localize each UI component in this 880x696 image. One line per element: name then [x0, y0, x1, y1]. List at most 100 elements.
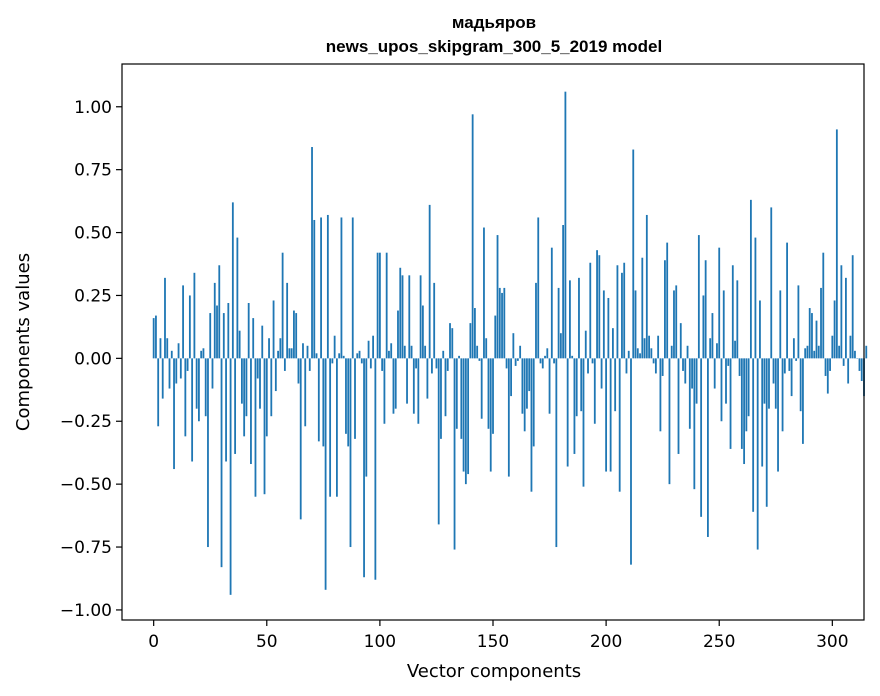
bar: [790, 358, 793, 397]
bar: [501, 292, 503, 359]
bar: [666, 242, 669, 359]
bar: [537, 217, 540, 359]
bar: [369, 358, 372, 369]
bar: [616, 265, 619, 359]
bar: [336, 358, 338, 497]
bar: [507, 358, 510, 477]
bar: [250, 358, 252, 465]
bar: [849, 335, 852, 359]
bar: [713, 358, 716, 389]
bar: [707, 358, 709, 537]
bar: [408, 275, 411, 359]
bar: [313, 219, 316, 359]
bar: [820, 287, 822, 359]
bar: [553, 358, 555, 364]
bar: [854, 350, 856, 359]
bar: [261, 325, 264, 359]
bar: [627, 350, 630, 359]
bar: [376, 252, 379, 359]
bar: [546, 348, 549, 359]
bar: [442, 350, 445, 359]
bar: [451, 328, 454, 359]
bar: [345, 358, 347, 434]
bar: [770, 207, 773, 359]
bar: [446, 358, 449, 371]
bar: [415, 358, 417, 369]
bar: [519, 345, 522, 359]
bar: [618, 358, 621, 492]
bar: [596, 250, 598, 359]
bar: [164, 277, 166, 359]
y-tick-label: 0.50: [74, 224, 112, 244]
bar: [381, 358, 384, 371]
bar: [272, 300, 275, 359]
bar: [528, 358, 531, 392]
bar: [573, 358, 576, 454]
bar: [476, 345, 479, 359]
bar: [636, 348, 639, 359]
bar: [514, 358, 517, 366]
bar: [521, 358, 524, 414]
bar: [297, 358, 300, 384]
bar: [539, 358, 542, 364]
bar: [559, 333, 562, 359]
bar: [749, 199, 752, 359]
bar: [247, 303, 250, 359]
bar: [734, 340, 736, 359]
bar: [544, 355, 546, 359]
bar: [804, 348, 807, 359]
y-tick-label: 0.75: [74, 161, 112, 181]
bar: [220, 358, 223, 568]
bar: [256, 358, 259, 379]
bar: [155, 315, 157, 359]
bar: [829, 358, 831, 371]
bar: [474, 308, 476, 359]
bar: [611, 328, 614, 359]
bar: [716, 343, 718, 359]
bar: [747, 358, 750, 417]
bar: [654, 358, 657, 374]
bar: [584, 330, 587, 359]
bar: [630, 358, 632, 565]
bar: [578, 277, 580, 359]
bar: [397, 310, 399, 359]
bar: [435, 358, 438, 369]
bar: [795, 358, 798, 361]
bar: [412, 358, 415, 414]
bar: [731, 265, 734, 359]
bar: [765, 358, 768, 507]
bar: [458, 355, 460, 359]
bar: [259, 358, 261, 409]
bar: [822, 252, 825, 359]
bar: [281, 252, 284, 359]
x-tick-label: 300: [816, 632, 848, 652]
bar: [268, 338, 270, 359]
x-tick-label: 100: [364, 632, 396, 652]
bar: [772, 358, 775, 384]
bar: [779, 290, 782, 359]
bar: [505, 358, 508, 369]
bar: [216, 305, 218, 359]
bar: [555, 358, 558, 548]
y-axis-label: Components values: [13, 253, 34, 431]
bar: [756, 358, 759, 550]
bar: [811, 313, 813, 359]
bar: [768, 358, 770, 409]
bar: [286, 282, 289, 359]
bar: [202, 348, 205, 359]
bar: [426, 358, 429, 399]
bar: [700, 358, 703, 517]
bar: [265, 358, 268, 437]
bar: [824, 358, 827, 376]
bar: [170, 350, 173, 359]
x-axis-label: Vector components: [407, 661, 581, 682]
bar: [851, 255, 854, 359]
bar: [650, 348, 653, 359]
bar: [489, 358, 492, 472]
bar: [200, 350, 203, 359]
bar: [704, 260, 707, 359]
bar: [263, 358, 266, 495]
bar: [179, 358, 182, 379]
